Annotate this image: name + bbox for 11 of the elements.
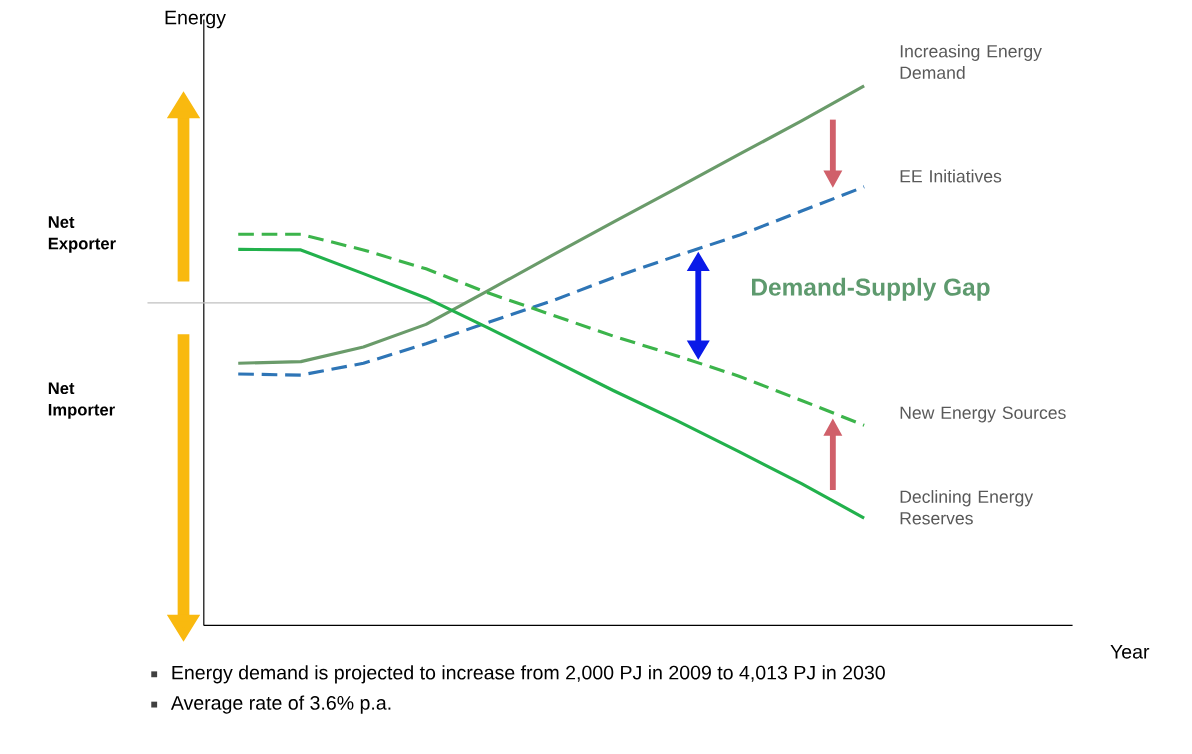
text: Energy demand is projected to increase from 2,000 PJ in 2009 to 4,013 PJ in 2030 — [172, 664, 885, 684]
text: Year — [1110, 644, 1150, 659]
text: New Energy Sources — [900, 406, 1066, 423]
text: Increasing Energy Demand — [900, 44, 1042, 79]
text: Net Exporter — [48, 216, 116, 253]
text: EE Initiatives — [900, 169, 1002, 183]
y-axis-title: Energy — [165, 10, 226, 29]
text: Average rate of 3.6% p.a. — [170, 695, 391, 714]
annotation: Demand-Supply Gap — [752, 277, 990, 301]
text: Declining Energy Reserves — [900, 489, 1034, 525]
text: Net Importer — [48, 382, 115, 419]
